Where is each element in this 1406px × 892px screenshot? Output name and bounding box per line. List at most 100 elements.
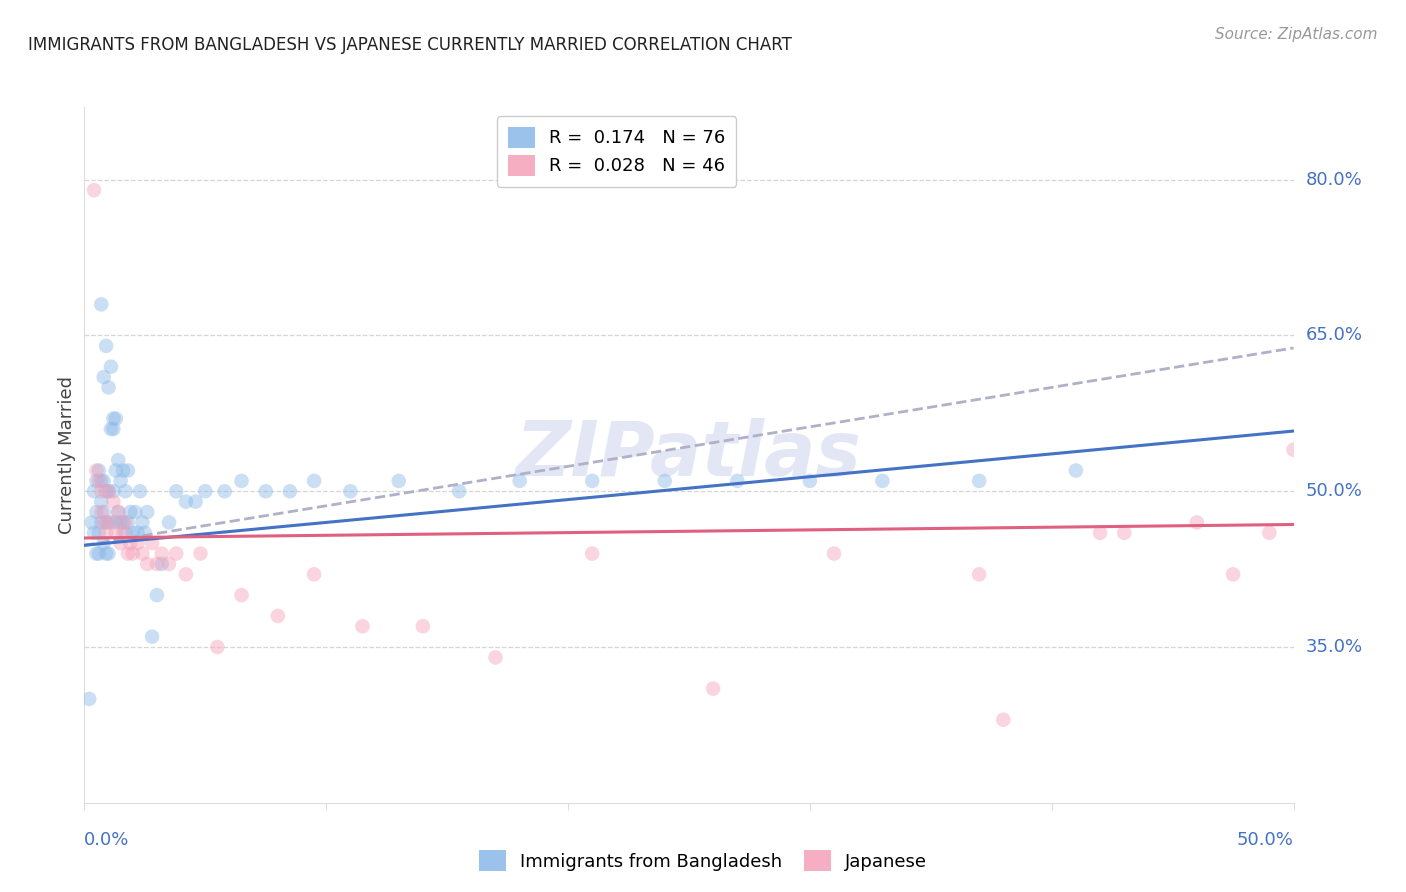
- Point: [157, 516, 180, 530]
- Point: [104, 411, 127, 425]
- Point: [107, 505, 129, 519]
- Text: Source: ZipAtlas.com: Source: ZipAtlas.com: [1215, 27, 1378, 42]
- Point: [194, 484, 217, 499]
- Point: [110, 516, 132, 530]
- Point: [93, 370, 115, 384]
- Point: [121, 525, 143, 540]
- Point: [254, 484, 277, 499]
- Point: [214, 484, 236, 499]
- Point: [267, 608, 290, 623]
- Point: [87, 525, 110, 540]
- Point: [100, 359, 122, 374]
- Point: [86, 463, 108, 477]
- Point: [97, 484, 120, 499]
- Point: [412, 619, 434, 633]
- Point: [702, 681, 724, 696]
- Point: [146, 557, 169, 571]
- Point: [117, 516, 139, 530]
- Point: [83, 484, 105, 499]
- Text: 50.0%: 50.0%: [1306, 483, 1362, 500]
- Point: [799, 474, 821, 488]
- Point: [104, 463, 127, 477]
- Point: [103, 494, 125, 508]
- Point: [581, 474, 603, 488]
- Point: [993, 713, 1015, 727]
- Point: [184, 494, 207, 508]
- Point: [90, 474, 112, 488]
- Text: ZIPatlas: ZIPatlas: [516, 418, 862, 491]
- Point: [117, 463, 139, 477]
- Text: 0.0%: 0.0%: [84, 830, 129, 848]
- Point: [124, 505, 146, 519]
- Text: 80.0%: 80.0%: [1306, 170, 1362, 189]
- Legend: R =  0.174   N = 76, R =  0.028   N = 46: R = 0.174 N = 76, R = 0.028 N = 46: [496, 116, 737, 186]
- Text: IMMIGRANTS FROM BANGLADESH VS JAPANESE CURRENTLY MARRIED CORRELATION CHART: IMMIGRANTS FROM BANGLADESH VS JAPANESE C…: [28, 36, 792, 54]
- Point: [83, 525, 105, 540]
- Point: [93, 536, 115, 550]
- Point: [87, 547, 110, 561]
- Point: [103, 484, 125, 499]
- Point: [134, 525, 156, 540]
- Point: [94, 516, 117, 530]
- Point: [509, 474, 531, 488]
- Point: [141, 536, 163, 550]
- Point: [1258, 525, 1281, 540]
- Point: [80, 516, 103, 530]
- Point: [136, 557, 159, 571]
- Point: [174, 494, 197, 508]
- Point: [129, 484, 152, 499]
- Point: [86, 505, 108, 519]
- Point: [1064, 463, 1087, 477]
- Point: [1282, 442, 1305, 457]
- Point: [107, 505, 129, 519]
- Point: [967, 474, 990, 488]
- Point: [967, 567, 990, 582]
- Point: [97, 380, 120, 394]
- Point: [90, 484, 112, 499]
- Point: [388, 474, 411, 488]
- Point: [165, 547, 187, 561]
- Point: [90, 505, 112, 519]
- Point: [157, 557, 180, 571]
- Point: [302, 474, 325, 488]
- Legend: Immigrants from Bangladesh, Japanese: Immigrants from Bangladesh, Japanese: [471, 843, 935, 879]
- Point: [93, 505, 115, 519]
- Point: [127, 536, 149, 550]
- Point: [87, 463, 110, 477]
- Point: [165, 484, 187, 499]
- Text: 65.0%: 65.0%: [1306, 326, 1362, 344]
- Point: [86, 547, 108, 561]
- Text: 50.0%: 50.0%: [1237, 830, 1294, 848]
- Point: [121, 547, 143, 561]
- Point: [302, 567, 325, 582]
- Point: [110, 536, 132, 550]
- Point: [90, 516, 112, 530]
- Point: [100, 516, 122, 530]
- Point: [114, 516, 136, 530]
- Point: [94, 484, 117, 499]
- Point: [87, 474, 110, 488]
- Point: [103, 411, 125, 425]
- Point: [94, 339, 117, 353]
- Text: 35.0%: 35.0%: [1306, 638, 1362, 656]
- Point: [120, 505, 142, 519]
- Point: [581, 547, 603, 561]
- Point: [190, 547, 212, 561]
- Point: [136, 505, 159, 519]
- Point: [107, 453, 129, 467]
- Point: [103, 422, 125, 436]
- Point: [112, 525, 135, 540]
- Point: [823, 547, 845, 561]
- Point: [131, 516, 153, 530]
- Point: [1185, 516, 1208, 530]
- Point: [97, 547, 120, 561]
- Point: [654, 474, 676, 488]
- Point: [97, 516, 120, 530]
- Point: [131, 547, 153, 561]
- Point: [114, 525, 136, 540]
- Point: [120, 536, 142, 550]
- Point: [97, 484, 120, 499]
- Point: [484, 650, 506, 665]
- Point: [150, 557, 173, 571]
- Point: [725, 474, 748, 488]
